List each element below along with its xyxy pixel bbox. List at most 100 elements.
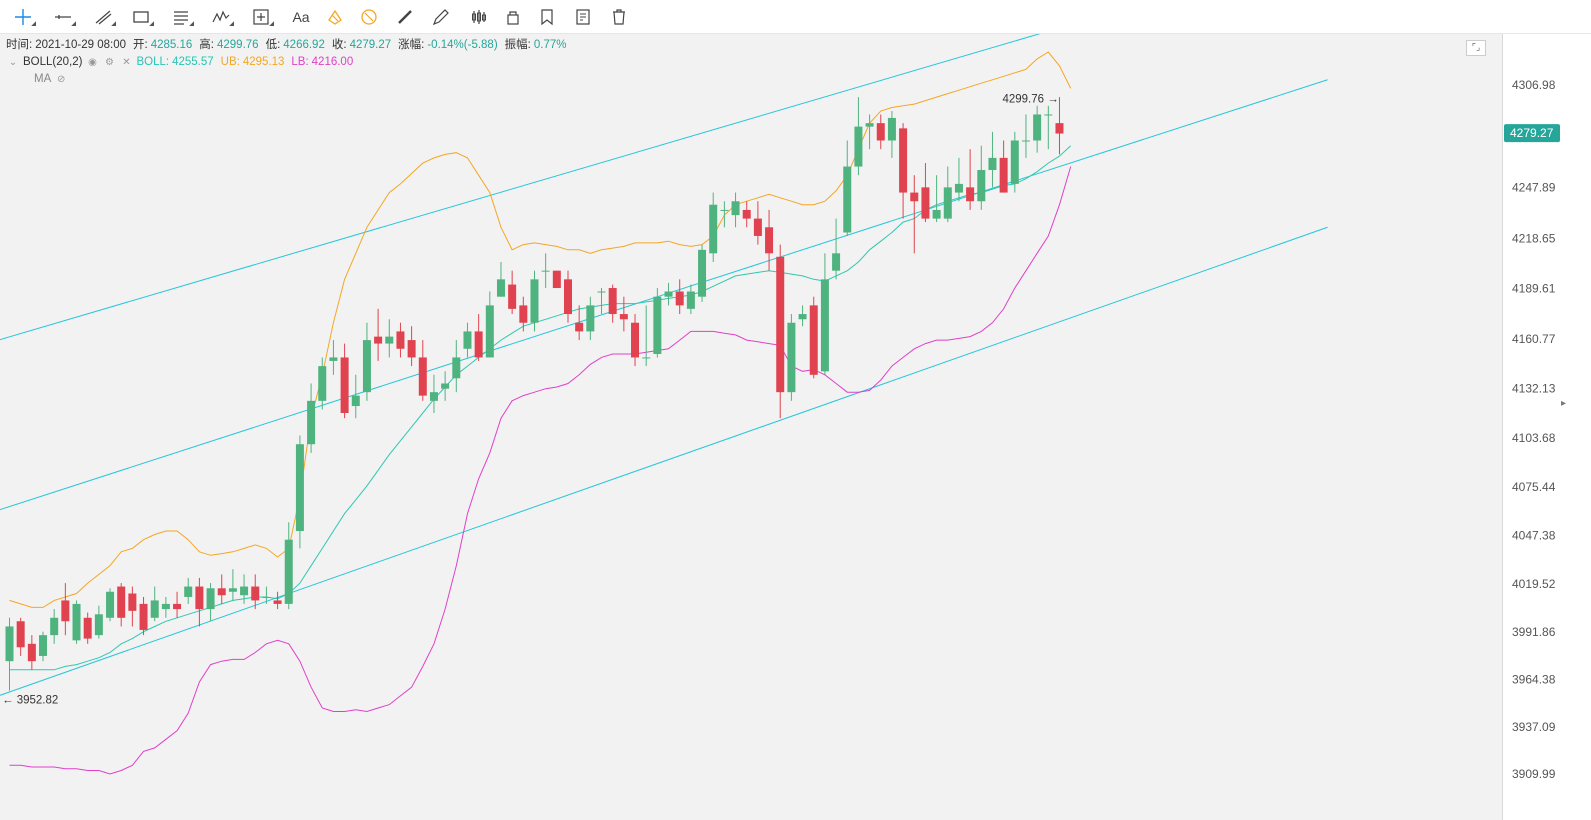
candle-body — [776, 256, 785, 393]
close-icon[interactable]: ✕ — [122, 57, 131, 68]
candle-body — [932, 209, 941, 219]
candle-body — [396, 331, 405, 349]
chevron-right-icon[interactable]: ▸ — [1561, 398, 1567, 409]
candle-body — [742, 209, 751, 219]
menu-arrow-icon[interactable] — [31, 21, 36, 26]
high-value: 4299.76 — [217, 39, 259, 51]
eye-icon[interactable]: ◉ — [88, 57, 97, 68]
channel-lower-line[interactable] — [0, 226, 1328, 696]
chart-area[interactable]: 4306.98 4247.89 4218.65 4189.61 4160.77 4132.… — [0, 34, 1591, 820]
channel-upper-line[interactable] — [0, 34, 1048, 341]
candle-body — [496, 279, 505, 297]
candle-body — [720, 209, 729, 211]
menu-arrow-icon[interactable] — [269, 21, 274, 26]
boll-mid-value: 4255.57 — [172, 56, 214, 68]
candle-body — [564, 279, 572, 315]
candle-body — [765, 227, 774, 254]
collapse-icon[interactable]: ⌜⌟ — [1466, 40, 1486, 56]
bookmark-tool[interactable] — [534, 5, 560, 29]
bookmark-icon — [537, 7, 557, 27]
candle-body — [117, 586, 126, 618]
chart-legend: 时间: 2021-10-29 08:00 开: 4285.16 高: 4299.76 … — [6, 37, 566, 88]
candle-body — [631, 322, 640, 358]
amplitude-value: 0.77% — [533, 39, 567, 51]
magnet-strong-tool[interactable] — [356, 5, 382, 29]
boll-lower-value: 4216.00 — [311, 56, 354, 68]
candle-body — [139, 603, 148, 630]
menu-arrow-icon[interactable] — [71, 21, 76, 26]
measure-tool[interactable] — [248, 5, 274, 29]
note-tool[interactable] — [570, 5, 596, 29]
candle-body — [463, 331, 472, 349]
boll-row: ⌄ BOLL(20,2) ◉ ⚙ ✕ BOLL: 4255.57 UB: 4295.… — [6, 54, 566, 71]
menu-arrow-icon[interactable] — [111, 21, 116, 26]
candle-body — [307, 400, 316, 445]
horizontal-line-tool[interactable] — [50, 5, 76, 29]
delete-tool[interactable] — [606, 5, 632, 29]
open-value: 4285.16 — [150, 39, 193, 51]
bar-chart-tool[interactable] — [466, 5, 492, 29]
candle-body — [362, 340, 371, 393]
candle-body — [832, 253, 841, 271]
ruler-tool[interactable] — [392, 5, 418, 29]
trend-line-tool[interactable] — [90, 5, 116, 29]
candle-body — [206, 588, 215, 610]
y-tick-label: 4075.44 — [1512, 480, 1556, 494]
text-tool[interactable]: Aa — [288, 5, 314, 29]
lock-tool[interactable] — [500, 5, 526, 29]
candle-body — [240, 586, 249, 596]
eye-hidden-icon[interactable]: ⊘ — [57, 74, 66, 85]
rectangle-tool[interactable] — [128, 5, 154, 29]
menu-arrow-icon[interactable] — [189, 21, 194, 26]
crosshair-tool[interactable] — [10, 5, 36, 29]
channel-mid-line[interactable] — [0, 79, 1328, 511]
candle-body — [407, 340, 416, 358]
candle-body — [597, 291, 606, 293]
candle-body — [619, 314, 628, 320]
candle-body — [72, 603, 81, 641]
candle-body — [731, 201, 740, 216]
candle-body — [921, 187, 930, 219]
candle-body — [284, 539, 293, 604]
candle-body — [809, 305, 818, 375]
candle-body — [508, 284, 517, 309]
chevron-down-icon[interactable]: ⌄ — [8, 57, 18, 68]
crosshair-icon — [13, 7, 33, 27]
last-price-tag — [1504, 124, 1560, 143]
candle-body — [541, 270, 550, 272]
close-label: 收: — [331, 39, 347, 51]
amplitude-label: 振幅: — [504, 39, 531, 51]
candle-body — [318, 366, 327, 401]
candle-body — [642, 357, 651, 359]
open-label: 开: — [133, 39, 148, 51]
gear-icon[interactable]: ⚙ — [104, 57, 114, 68]
boll-mid-line — [9, 145, 1072, 671]
y-tick-label: 4047.38 — [1512, 529, 1556, 543]
candle-body — [977, 170, 986, 202]
change-value: -0.14%(-5.88) — [427, 39, 498, 51]
candle-body — [385, 336, 394, 344]
pattern-tool[interactable] — [208, 5, 234, 29]
magnet-tool[interactable] — [322, 5, 348, 29]
low-price-marker: ← 3952.82 — [2, 695, 58, 707]
candle-body — [910, 192, 919, 202]
candle-body — [27, 643, 36, 662]
candle-body — [452, 357, 461, 379]
candle-body — [552, 270, 561, 289]
candle-body — [698, 249, 707, 297]
candle-body — [608, 288, 617, 315]
candle-body — [675, 291, 684, 306]
pencil-tool[interactable] — [428, 5, 454, 29]
menu-arrow-icon[interactable] — [149, 21, 154, 26]
candle-body — [820, 279, 829, 372]
fib-tool[interactable] — [168, 5, 194, 29]
candle-body — [954, 183, 963, 193]
menu-arrow-icon[interactable] — [229, 21, 234, 26]
boll-mid-label: BOLL: — [136, 56, 170, 68]
candle-body — [1033, 114, 1042, 141]
candle-body — [999, 157, 1008, 193]
candle-body — [195, 586, 204, 610]
candle-body — [374, 336, 383, 344]
time-value: 2021-10-29 08:00 — [35, 39, 127, 51]
